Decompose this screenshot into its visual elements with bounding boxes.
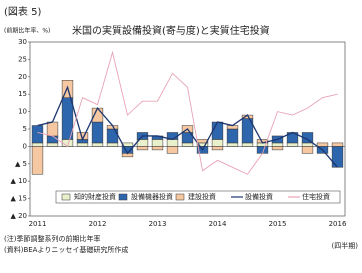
x-tick-label: 2015 bbox=[269, 220, 287, 228]
bar bbox=[331, 146, 344, 168]
bar bbox=[241, 142, 254, 147]
legend-label: 設備投資 bbox=[245, 192, 273, 201]
y-tick-label: ▲ 10 bbox=[10, 177, 27, 185]
legend-label: 住宅投資 bbox=[302, 192, 330, 201]
bar bbox=[271, 142, 284, 147]
y-tick-label: 30 bbox=[18, 38, 27, 46]
bar bbox=[271, 146, 284, 151]
legend-label: 知的財産投資 bbox=[74, 192, 116, 201]
x-tick-label: 2016 bbox=[329, 220, 347, 228]
x-unit: (四半期) bbox=[332, 241, 359, 250]
bar bbox=[46, 121, 59, 137]
legend-swatch bbox=[61, 193, 71, 201]
y-tick-label: 0 bbox=[23, 142, 27, 150]
bar bbox=[211, 139, 224, 147]
x-tick-label: 2014 bbox=[209, 220, 227, 228]
bar bbox=[166, 139, 179, 147]
bar bbox=[211, 146, 224, 151]
y-tick-label: 25 bbox=[18, 55, 27, 63]
y-tick-label: ▲ 20 bbox=[10, 212, 27, 220]
y-tick-label: 10 bbox=[18, 108, 27, 116]
source: (資料)BEAよりニッセイ基礎研究所作成 bbox=[4, 245, 128, 254]
bar bbox=[31, 125, 44, 144]
x-tick-label: 2011 bbox=[29, 220, 47, 228]
bar bbox=[166, 146, 179, 154]
bar bbox=[106, 128, 119, 144]
legend-label: 建設投資 bbox=[188, 192, 216, 201]
bar bbox=[301, 142, 314, 147]
line bbox=[37, 85, 338, 168]
bar bbox=[211, 121, 224, 140]
x-tick-label: 2013 bbox=[149, 220, 167, 228]
header: (図表 5) bbox=[4, 5, 41, 18]
bar bbox=[106, 142, 119, 147]
y-tick-label: 20 bbox=[18, 73, 27, 81]
x-tick-label: 2012 bbox=[89, 220, 107, 228]
legend-swatch bbox=[175, 193, 185, 201]
y-tick-label: ▲ 5 bbox=[15, 160, 27, 168]
bar bbox=[301, 146, 314, 154]
bar bbox=[46, 142, 59, 147]
bar bbox=[181, 142, 194, 147]
bar bbox=[91, 121, 104, 144]
y-tick-label: ▲ 15 bbox=[10, 195, 27, 203]
bar bbox=[31, 142, 44, 147]
bar bbox=[286, 142, 299, 147]
legend-label: 設備機器投資 bbox=[131, 192, 173, 201]
bar bbox=[46, 135, 59, 144]
bar bbox=[301, 132, 314, 144]
bar bbox=[151, 146, 164, 151]
bar bbox=[91, 142, 104, 147]
y-tick-label: 5 bbox=[23, 125, 27, 133]
bar bbox=[316, 142, 329, 147]
bar bbox=[226, 128, 239, 144]
bar bbox=[76, 142, 89, 147]
y-tick-label: 15 bbox=[18, 90, 27, 98]
line bbox=[37, 50, 338, 175]
chart-title: 米国の実質設備投資(寄与度)と実質住宅投資 bbox=[72, 24, 270, 37]
legend-swatch bbox=[118, 193, 128, 201]
bar bbox=[151, 139, 164, 147]
bar bbox=[331, 142, 344, 147]
bar bbox=[136, 146, 149, 151]
bar bbox=[31, 146, 44, 175]
note: (注)季節調整系列の前期比年率 bbox=[4, 234, 100, 243]
bar bbox=[226, 142, 239, 147]
y-unit: (前期比年率、%) bbox=[4, 27, 50, 35]
